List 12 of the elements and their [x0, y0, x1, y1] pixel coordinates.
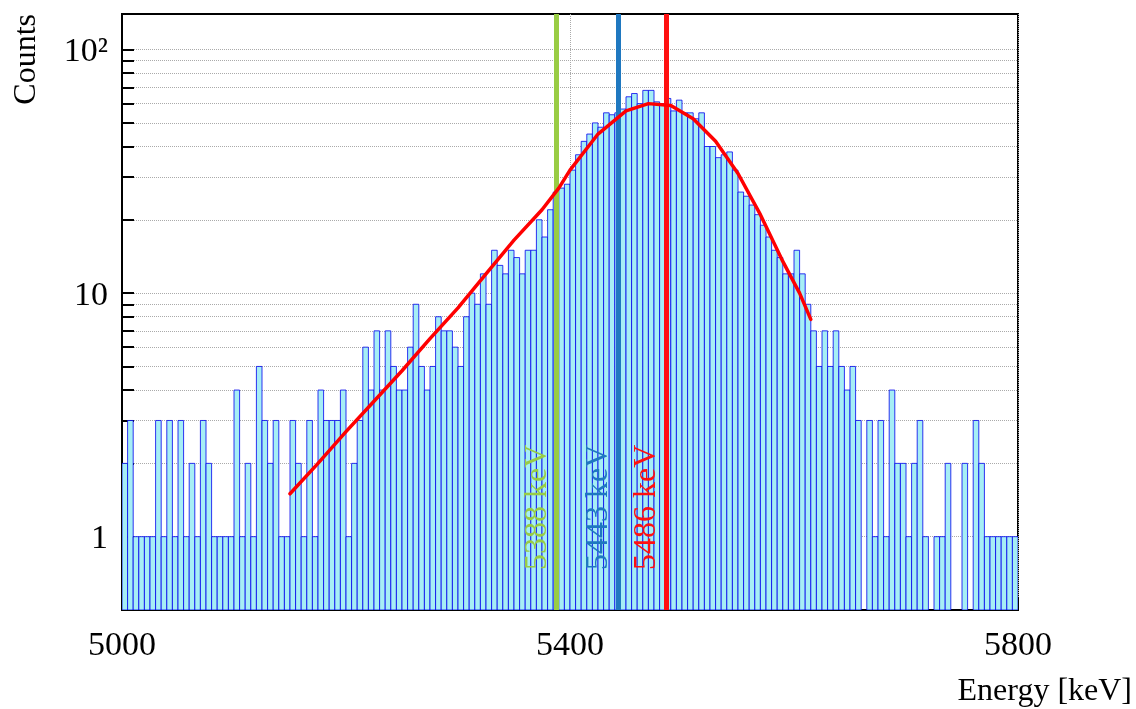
y-tick-label: 10² [63, 31, 108, 69]
ref-line-label: 5486 keV [626, 444, 663, 570]
x-axis-title: Energy [keV] [957, 671, 1132, 707]
x-tick-label: 5000 [88, 624, 156, 662]
x-tick-label: 5800 [984, 624, 1052, 662]
y-tick-label: 10 [74, 274, 108, 312]
ref-line-label: 5443 keV [578, 444, 615, 570]
x-tick-label: 5400 [536, 624, 604, 662]
y-tick-label: 1 [91, 518, 108, 556]
ref-line-label: 5388 keV [516, 444, 553, 570]
line-series [288, 101, 813, 496]
y-axis-title: Counts [6, 14, 42, 105]
